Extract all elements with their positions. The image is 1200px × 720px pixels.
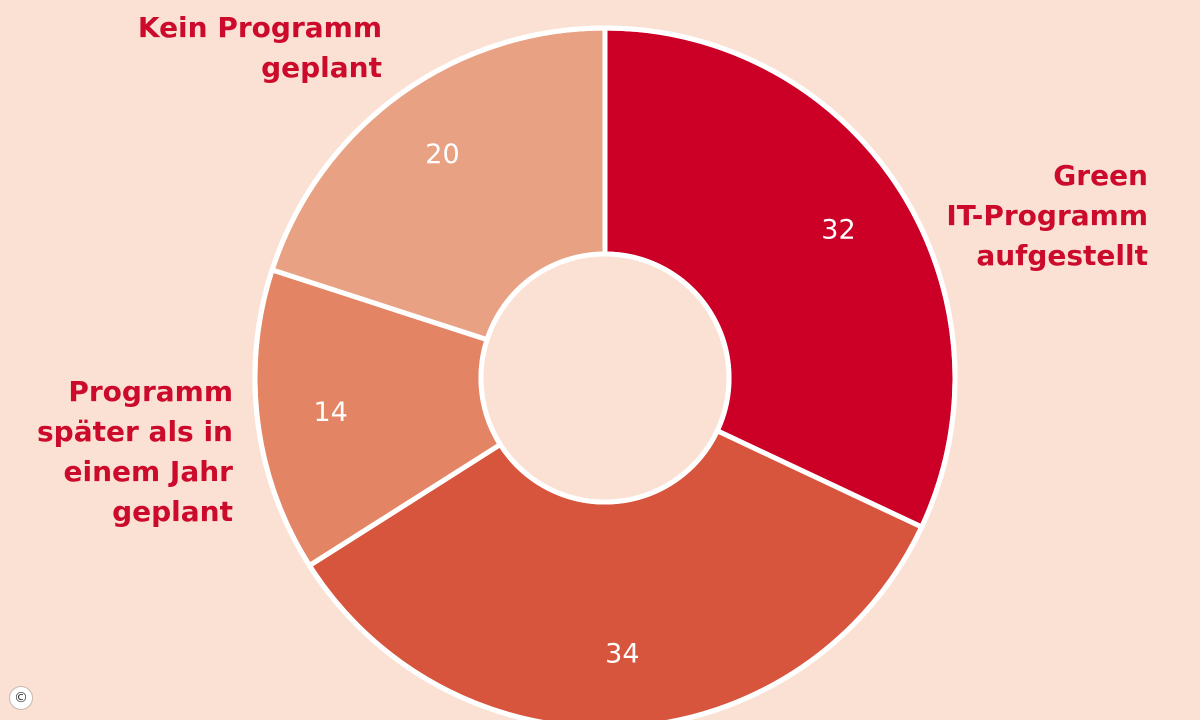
label-green-it: Green IT-Programm aufgestellt — [946, 159, 1148, 272]
copyright-icon: © — [9, 686, 33, 710]
label-programm-spaeter: Programm später als in einem Jahr geplan… — [37, 375, 233, 528]
label-kein-programm: Kein Programm geplant — [137, 11, 382, 84]
slice-value-label: 14 — [314, 397, 348, 428]
donut-hole — [478, 251, 732, 505]
slice-value-label: 34 — [605, 638, 639, 669]
slice-value-label: 20 — [425, 139, 459, 170]
donut-outer-ring — [252, 25, 958, 720]
slice-value-label: 32 — [821, 214, 855, 245]
